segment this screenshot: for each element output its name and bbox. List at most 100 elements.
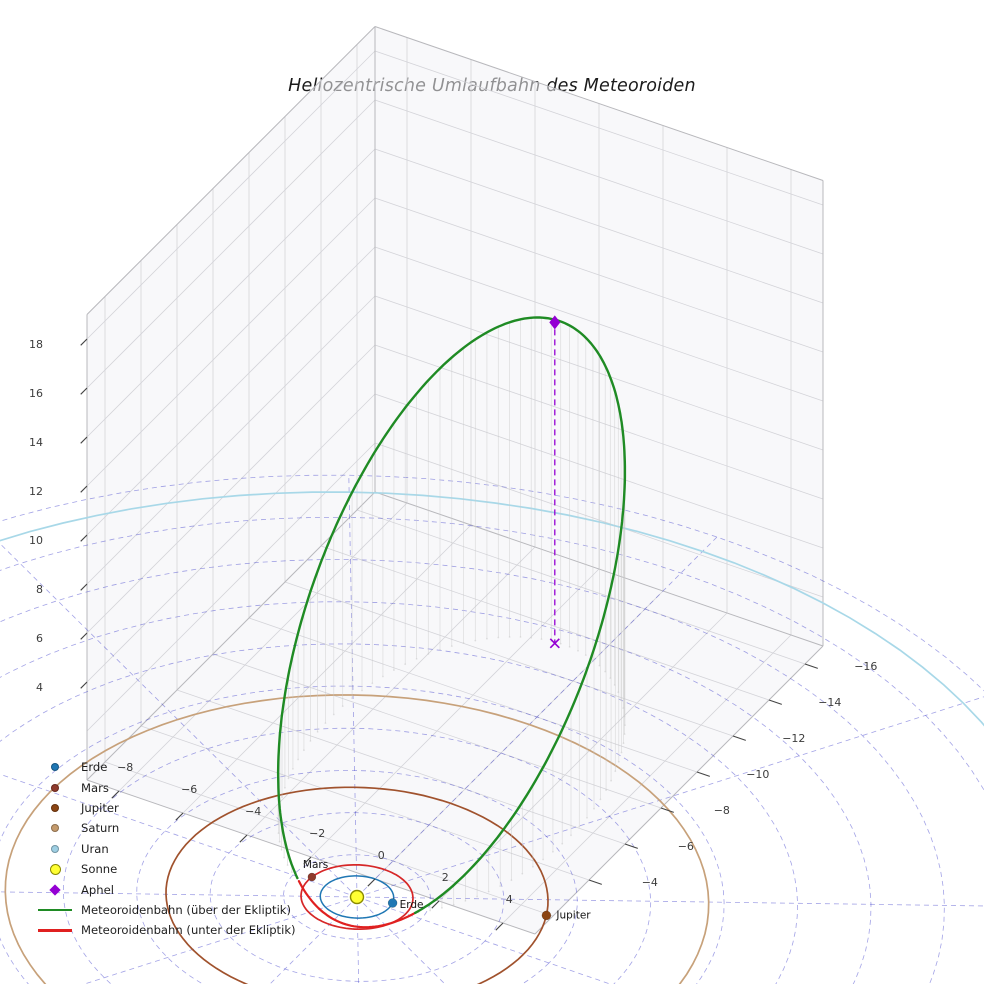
stem-foot: [404, 663, 407, 666]
x-tick: [111, 790, 120, 799]
stem-foot: [284, 786, 286, 789]
orbit-mars: [300, 864, 414, 930]
stem-foot: [450, 645, 453, 647]
x-tick-label: −2: [309, 827, 325, 840]
grid-radial: [0, 773, 358, 898]
y-tick-label: −14: [818, 696, 841, 709]
ecliptic-polar-grid: [0, 474, 984, 984]
legend-item-aphel: Aphel: [38, 879, 296, 899]
grid-circle: [0, 517, 984, 792]
stem-foot: [452, 903, 455, 906]
grid-radial: [348, 475, 358, 898]
stem-foot: [371, 682, 374, 685]
stem-foot: [598, 664, 601, 667]
z-tick-label: 14: [29, 436, 43, 449]
stem-foot: [280, 848, 283, 851]
y-tick-label: −4: [642, 876, 658, 889]
y-tick-label: −10: [746, 768, 769, 781]
z-tick: [80, 338, 88, 346]
stem-foot: [620, 699, 622, 701]
orbit-jupiter: [165, 786, 549, 984]
stem-foot: [593, 807, 595, 810]
x-tick-label: 0: [378, 849, 385, 862]
pane-grid: [86, 37, 824, 924]
y-tick: [588, 879, 602, 885]
mars-annotation: Mars: [303, 859, 328, 871]
stem-foot: [277, 832, 280, 835]
stem-foot: [292, 768, 294, 770]
stem-foot: [476, 895, 478, 898]
stem-foot: [474, 639, 477, 642]
stem-foot: [614, 770, 617, 773]
y-tick-label: −8: [714, 804, 730, 817]
grid-circle: [0, 559, 945, 984]
axis-ticks: −8 −6 −4 −2 0 2 4 −16 −14 −12 −10 −8 −6 −4 4 6 8 10 12 14 16…: [29, 338, 877, 931]
stem-foot: [439, 648, 441, 651]
aphel-group: [549, 315, 561, 649]
legend-marker-mars-icon: [51, 783, 59, 792]
pane-left: [87, 26, 375, 780]
grid-radial: [356, 896, 360, 984]
grid-circle: [0, 601, 872, 984]
legend-marker-aphel-icon: [49, 883, 61, 896]
stem-foot: [393, 669, 395, 671]
stem-foot: [278, 840, 281, 843]
legend-label-erde: Erde: [81, 760, 108, 775]
grid-radial: [269, 896, 358, 984]
stem-foot: [552, 850, 554, 853]
z-tick: [80, 485, 88, 493]
legend-item-jupiter: Jupiter: [38, 798, 296, 818]
y-tick-label: −12: [782, 732, 805, 745]
z-tick: [80, 534, 88, 542]
stem-foot: [415, 658, 418, 660]
stem-foot: [290, 871, 293, 873]
aphel-diamond-icon: [549, 315, 561, 330]
stem-foot: [540, 638, 543, 640]
x-tick-label: −4: [245, 805, 261, 818]
stem-foot: [324, 722, 327, 724]
grid-circle: [62, 727, 652, 984]
stem-foot: [613, 684, 616, 686]
grid-radial: [356, 696, 984, 898]
stem-foot: [287, 777, 290, 780]
planet-orbits: [0, 491, 984, 984]
legend-label-orbit-below: Meteoroidenbahn (unter der Ekliptik): [81, 923, 296, 938]
stem-foot: [609, 677, 612, 679]
stem-foot: [624, 724, 626, 727]
orbit-stems: [277, 317, 626, 914]
legend-label-mars: Mars: [81, 780, 109, 795]
body-markers: Erde Mars Jupiter: [303, 859, 591, 921]
stem-foot: [351, 697, 353, 700]
y-tick: [732, 735, 746, 741]
legend-marker-jupiter-icon: [51, 803, 59, 812]
stem-foot: [297, 758, 299, 761]
stem-foot: [622, 707, 625, 709]
legend-marker-saturn-icon: [51, 824, 59, 833]
stem-foot: [361, 689, 363, 692]
stem-foot: [487, 890, 490, 893]
legend-label-sonne: Sonne: [81, 862, 118, 877]
stem-foot: [283, 856, 285, 859]
stem-foot: [427, 653, 430, 655]
stem-foot: [577, 649, 579, 652]
stem-foot: [623, 733, 626, 735]
legend-item-mars: Mars: [38, 777, 296, 797]
x-tick: [367, 878, 376, 887]
grid-radial: [356, 536, 718, 898]
legend-label-aphel: Aphel: [81, 882, 114, 897]
stem-foot: [464, 900, 467, 902]
stem-foot: [584, 654, 587, 656]
sun-marker: [349, 889, 365, 905]
stem-foot: [605, 789, 607, 791]
y-tick-label: −6: [678, 840, 694, 853]
legend-marker-sonne-icon: [49, 863, 61, 875]
stem-foot: [303, 749, 305, 752]
grid-radial: [356, 896, 612, 984]
legend-marker-orbit-above-icon: [38, 908, 72, 912]
stem-foot: [592, 659, 594, 661]
grid-circle: [136, 770, 578, 984]
stem-foot: [559, 642, 562, 645]
aphel-foot-x-icon: [549, 638, 560, 649]
